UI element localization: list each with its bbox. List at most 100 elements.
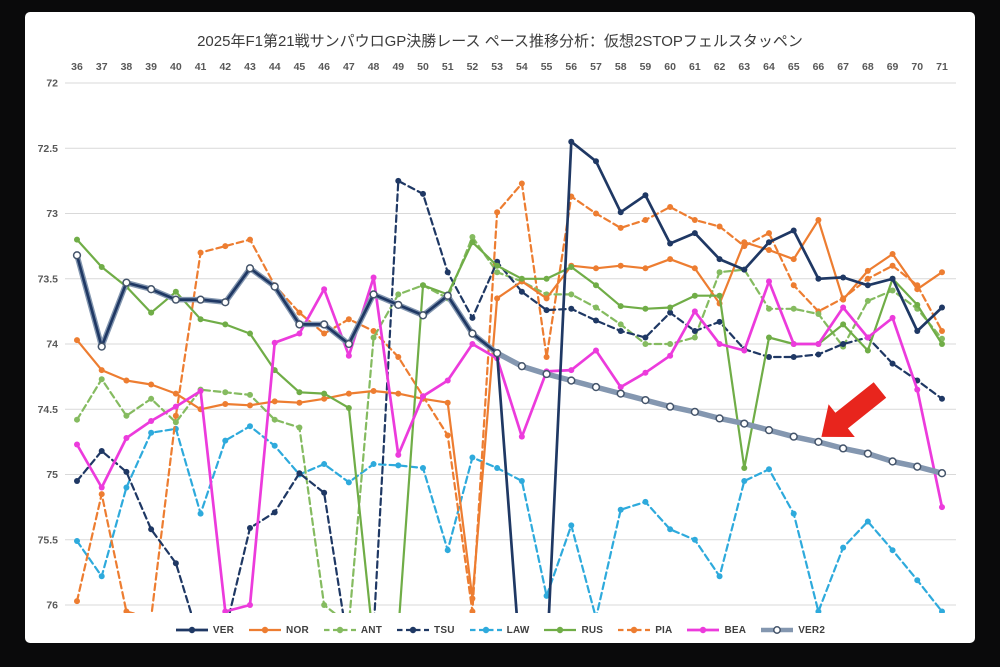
data-point-PIA <box>667 203 674 210</box>
data-point-TSU <box>271 509 278 516</box>
x-tick-label: 66 <box>813 61 825 73</box>
data-point-BEA <box>741 347 748 354</box>
legend-item-BEA: BEA <box>686 624 746 636</box>
data-point-TSU <box>889 360 896 367</box>
data-point-ANT <box>691 334 698 341</box>
x-tick-label: 46 <box>318 61 330 73</box>
legend-label-VER: VER <box>212 624 235 636</box>
data-point-TSU <box>617 327 624 334</box>
legend-label-TSU: TSU <box>434 624 455 636</box>
data-point-LAW <box>568 522 575 529</box>
data-point-LAW <box>98 573 105 580</box>
legend-label-LAW: LAW <box>506 624 530 636</box>
x-tick-label: 37 <box>96 61 108 73</box>
data-point-PIA <box>494 209 501 216</box>
x-tick-label: 55 <box>541 61 553 73</box>
data-point-NOR <box>321 395 328 402</box>
data-point-ANT <box>765 305 772 312</box>
data-point-ANT <box>716 269 723 276</box>
data-point-PIA <box>222 243 229 250</box>
data-point-LAW <box>321 461 328 468</box>
data-point-LAW <box>691 536 698 543</box>
legend-item-ANT: ANT <box>323 624 382 636</box>
data-point-NOR <box>172 390 179 397</box>
data-point-ANT <box>271 416 278 423</box>
data-point-VER2 <box>863 449 872 458</box>
data-point-RUS <box>765 334 772 341</box>
legend-label-NOR: NOR <box>286 624 309 636</box>
data-point-RUS <box>667 304 674 311</box>
data-point-VER2 <box>122 278 131 287</box>
data-point-BEA <box>321 286 328 293</box>
data-point-VER2 <box>641 395 650 405</box>
data-point-LAW <box>741 478 748 485</box>
data-point-NOR <box>889 250 896 257</box>
data-point-NOR <box>815 217 822 224</box>
data-point-NOR <box>296 399 303 406</box>
data-point-PIA <box>518 180 525 187</box>
data-point-VER <box>642 192 649 199</box>
data-point-RUS <box>148 309 155 316</box>
data-point-VER <box>716 256 723 263</box>
x-tick-label: 48 <box>368 61 380 73</box>
pace-line-chart: 72 72.5 73 73.5 74 74.5 75 75.5 76 36 37 38 39 40 41 42… <box>38 61 956 613</box>
y-tick-label: 76 <box>46 600 58 612</box>
y-tick-label: 74.5 <box>38 404 59 416</box>
data-point-VER <box>691 230 698 237</box>
data-point-LAW <box>494 464 501 471</box>
data-point-ANT <box>469 233 476 240</box>
data-point-NOR <box>938 269 945 276</box>
data-point-RUS <box>568 264 575 271</box>
x-tick-label: 58 <box>615 61 627 73</box>
data-point-NOR <box>271 398 278 405</box>
data-point-ANT <box>592 304 599 311</box>
data-point-PIA <box>370 327 377 334</box>
x-tick-label: 63 <box>738 61 750 73</box>
data-point-TSU <box>642 334 649 341</box>
data-point-LAW <box>222 437 229 444</box>
data-point-NOR <box>370 387 377 394</box>
legend-item-VER2: VER2 <box>760 624 825 636</box>
data-point-BEA <box>123 434 130 441</box>
series-line-LAW <box>75 425 944 613</box>
x-tick-label: 40 <box>170 61 182 73</box>
data-point-VER2 <box>270 282 279 291</box>
data-point-BEA <box>444 377 451 384</box>
data-point-BEA <box>840 304 847 311</box>
data-point-PIA <box>197 249 204 256</box>
data-point-VER <box>568 138 575 145</box>
data-point-LAW <box>74 538 80 545</box>
data-point-RUS <box>914 301 921 308</box>
data-point-TSU <box>568 305 575 312</box>
legend-item-PIA: PIA <box>617 624 672 636</box>
data-point-LAW <box>469 454 476 461</box>
series-line-VER <box>75 140 944 613</box>
x-tick-label: 36 <box>71 61 83 73</box>
x-tick-label: 41 <box>195 61 207 73</box>
data-point-PIA <box>938 327 945 334</box>
data-point-VER <box>914 327 921 334</box>
data-point-PIA <box>765 230 772 237</box>
data-point-VER2 <box>764 425 774 435</box>
x-tick-label: 38 <box>121 61 133 73</box>
data-point-VER2 <box>789 432 798 441</box>
legend-label-VER2: VER2 <box>798 624 826 636</box>
data-point-PIA <box>444 432 451 439</box>
data-point-LAW <box>197 510 204 517</box>
data-point-ANT <box>667 341 674 347</box>
red-arrow-annotation <box>821 382 887 437</box>
x-tick-label: 43 <box>244 61 256 73</box>
y-tick-label: 73.5 <box>38 273 59 285</box>
series-line-TSU <box>75 179 944 613</box>
legend-marker-VER2 <box>761 626 794 634</box>
data-point-RUS <box>222 321 229 328</box>
data-point-VER2 <box>245 264 255 273</box>
data-point-NOR <box>543 295 550 302</box>
y-tick-label: 75.5 <box>38 534 59 546</box>
data-point-RUS <box>197 316 204 323</box>
data-point-RUS <box>741 464 748 471</box>
data-point-VER2 <box>567 376 576 385</box>
data-point-TSU <box>790 354 797 361</box>
data-point-VER <box>938 304 945 311</box>
series-line-PIA <box>75 182 944 613</box>
